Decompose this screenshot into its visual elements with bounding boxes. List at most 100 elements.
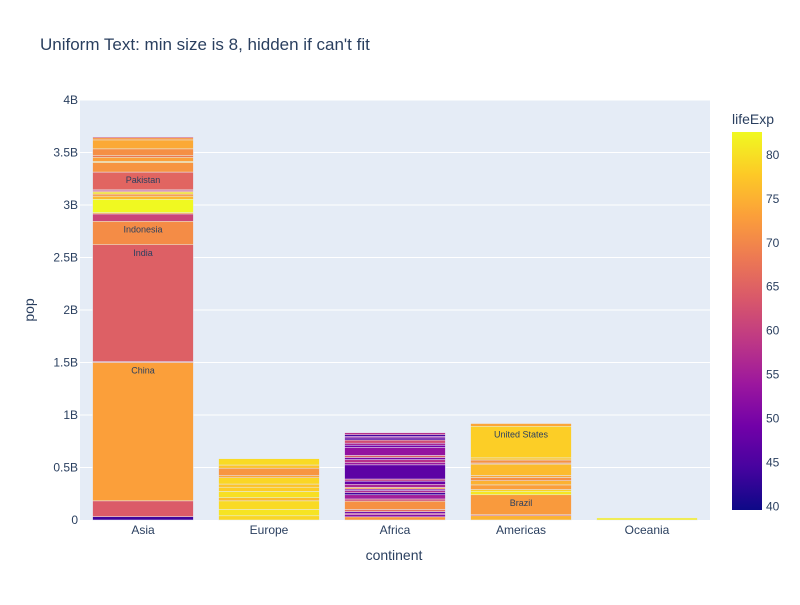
bar-segment[interactable]	[344, 514, 446, 518]
bar-labels: China India Indonesia Pakistan Brazil United …	[123, 175, 548, 508]
y-tick-label: 0.5B	[53, 461, 78, 475]
bar-segment[interactable]	[344, 478, 446, 482]
colorbar-tick-label: 60	[766, 324, 780, 338]
colorbar-tick-label: 70	[766, 236, 780, 250]
bar-segment[interactable]	[92, 148, 194, 156]
bar-segment[interactable]	[470, 423, 572, 427]
y-tick-label: 0	[71, 513, 78, 527]
chart-title: Uniform Text: min size is 8, hidden if c…	[40, 35, 370, 54]
bar-segment[interactable]	[344, 432, 446, 436]
bar-segment[interactable]	[218, 467, 320, 476]
bar-segment[interactable]	[596, 517, 698, 521]
bar-segment[interactable]	[92, 162, 194, 173]
bar-segment[interactable]	[218, 497, 320, 502]
bar-segment[interactable]	[218, 464, 320, 469]
bar-segment[interactable]	[470, 484, 572, 490]
bar-segment[interactable]	[344, 442, 446, 446]
bar-segment[interactable]	[92, 244, 194, 362]
bar-segment[interactable]	[596, 517, 698, 519]
x-tick-label: Americas	[496, 523, 546, 537]
colorbar-tick-label: 45	[766, 456, 780, 470]
colorbar-tick-label: 75	[766, 192, 780, 206]
bar-segment[interactable]	[344, 492, 446, 496]
x-axis-title: continent	[366, 547, 423, 563]
bar-segment[interactable]	[344, 484, 446, 488]
bar-segment[interactable]	[218, 475, 320, 478]
bar-segment-label: India	[133, 248, 153, 258]
bar-segment[interactable]	[344, 439, 446, 444]
colorbar	[732, 132, 762, 510]
bar-segment[interactable]	[344, 457, 446, 460]
bar-segment[interactable]	[470, 477, 572, 481]
bars[interactable]	[92, 136, 698, 521]
bar-segment[interactable]	[344, 509, 446, 512]
bar-segment-label: Brazil	[510, 498, 533, 508]
bar-segment[interactable]	[92, 516, 194, 521]
bar-segment[interactable]	[470, 426, 572, 459]
y-tick-label: 1B	[63, 408, 78, 422]
bar-segment[interactable]	[470, 457, 572, 461]
y-tick-label: 4B	[63, 93, 78, 107]
bar-segment[interactable]	[218, 500, 320, 510]
bar-segment[interactable]	[344, 490, 446, 493]
bar-segment[interactable]	[92, 139, 194, 150]
bar-segment[interactable]	[344, 455, 446, 458]
bar-segment[interactable]	[218, 515, 320, 521]
bar-segment[interactable]	[344, 445, 446, 448]
bar-segment[interactable]	[92, 156, 194, 162]
y-axis-title: pop	[21, 298, 37, 322]
colorbar-tick-label: 40	[766, 499, 780, 513]
bar-segment[interactable]	[344, 437, 446, 441]
bar-segment[interactable]	[470, 515, 572, 521]
y-tick-label: 3.5B	[53, 146, 78, 160]
bar-segment[interactable]	[92, 199, 194, 213]
bar-segment[interactable]	[218, 509, 320, 517]
x-tick-label: Africa	[380, 523, 411, 537]
bar-segment[interactable]	[344, 480, 446, 485]
bar-segment[interactable]	[92, 195, 194, 200]
bar-segment[interactable]	[344, 459, 446, 463]
bar-segment-label: United States	[494, 429, 549, 439]
bar-segment[interactable]	[470, 480, 572, 486]
bar-segment[interactable]	[344, 516, 446, 521]
bar-segment[interactable]	[92, 136, 194, 139]
bar-segment[interactable]	[344, 447, 446, 456]
y-tick-label: 3B	[63, 198, 78, 212]
bar-segment-label: Pakistan	[126, 175, 161, 185]
bar-segment[interactable]	[470, 459, 572, 464]
x-tick-label: Asia	[131, 523, 155, 537]
colorbar-tick-label: 65	[766, 280, 780, 294]
x-axis: Asia Europe Africa Americas Oceania	[131, 523, 669, 537]
bar-segment[interactable]	[470, 463, 572, 476]
y-tick-label: 2B	[63, 303, 78, 317]
bar-segment[interactable]	[92, 193, 194, 197]
bar-segment[interactable]	[470, 489, 572, 492]
bar-segment-label: Indonesia	[123, 224, 162, 234]
bar-segment-label: China	[131, 365, 155, 375]
bar-segment[interactable]	[344, 462, 446, 466]
bar-segment[interactable]	[92, 213, 194, 222]
bar-segment[interactable]	[344, 500, 446, 510]
y-tick-label: 2.5B	[53, 251, 78, 265]
bar-segment[interactable]	[92, 500, 194, 517]
colorbar-tick-label: 50	[766, 412, 780, 426]
bar-segment[interactable]	[344, 494, 446, 500]
bar-segment[interactable]	[218, 477, 320, 485]
bar-segment[interactable]	[218, 491, 320, 498]
y-tick-label: 1.5B	[53, 356, 78, 370]
bar-segment[interactable]	[218, 483, 320, 488]
bar-segment[interactable]	[344, 498, 446, 502]
bar-segment[interactable]	[470, 491, 572, 496]
bar-segment[interactable]	[218, 458, 320, 466]
colorbar-tick-label: 80	[766, 148, 780, 162]
bar-segment[interactable]	[92, 362, 194, 502]
bar-segment[interactable]	[92, 137, 194, 141]
bar-segment[interactable]	[218, 486, 320, 492]
x-tick-label: Europe	[250, 523, 289, 537]
bar-segment[interactable]	[92, 191, 194, 195]
colorbar-title: lifeExp	[732, 111, 774, 127]
bar-segment[interactable]	[344, 464, 446, 480]
bar-segment[interactable]	[470, 475, 572, 478]
